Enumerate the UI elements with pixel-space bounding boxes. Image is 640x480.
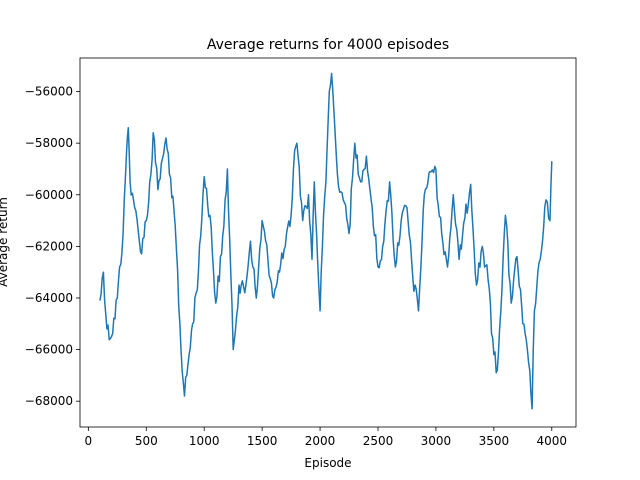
x-tick-label: 500	[135, 434, 158, 448]
x-tick-label: 1500	[247, 434, 278, 448]
y-tick-label: −66000	[25, 343, 73, 357]
x-tick-label: 3500	[479, 434, 510, 448]
x-tick-label: 3000	[421, 434, 452, 448]
chart-title: Average returns for 4000 episodes	[207, 37, 449, 53]
y-tick-label: −56000	[25, 85, 73, 99]
y-tick-label: −58000	[25, 136, 73, 150]
axes-frame	[79, 57, 577, 428]
plot-area	[79, 57, 577, 428]
y-axis-label: Average return	[0, 197, 10, 287]
series-line-average-return	[99, 72, 553, 410]
x-axis: 0 500 1000 1500 2000 2500 3000 3500 4000	[85, 427, 568, 448]
x-tick-label: 0	[85, 434, 93, 448]
x-tick-label: 1000	[189, 434, 220, 448]
y-tick-label: −68000	[25, 394, 73, 408]
x-tick-label: 2500	[363, 434, 394, 448]
y-tick-label: −60000	[25, 188, 73, 202]
x-axis-label: Episode	[304, 456, 351, 470]
y-axis: −68000 −66000 −64000 −62000 −60000 −58000 −560…	[25, 85, 80, 408]
y-tick-label: −62000	[25, 239, 73, 253]
x-tick-label: 4000	[537, 434, 568, 448]
y-tick-label: −64000	[25, 291, 73, 305]
x-tick-label: 2000	[305, 434, 336, 448]
